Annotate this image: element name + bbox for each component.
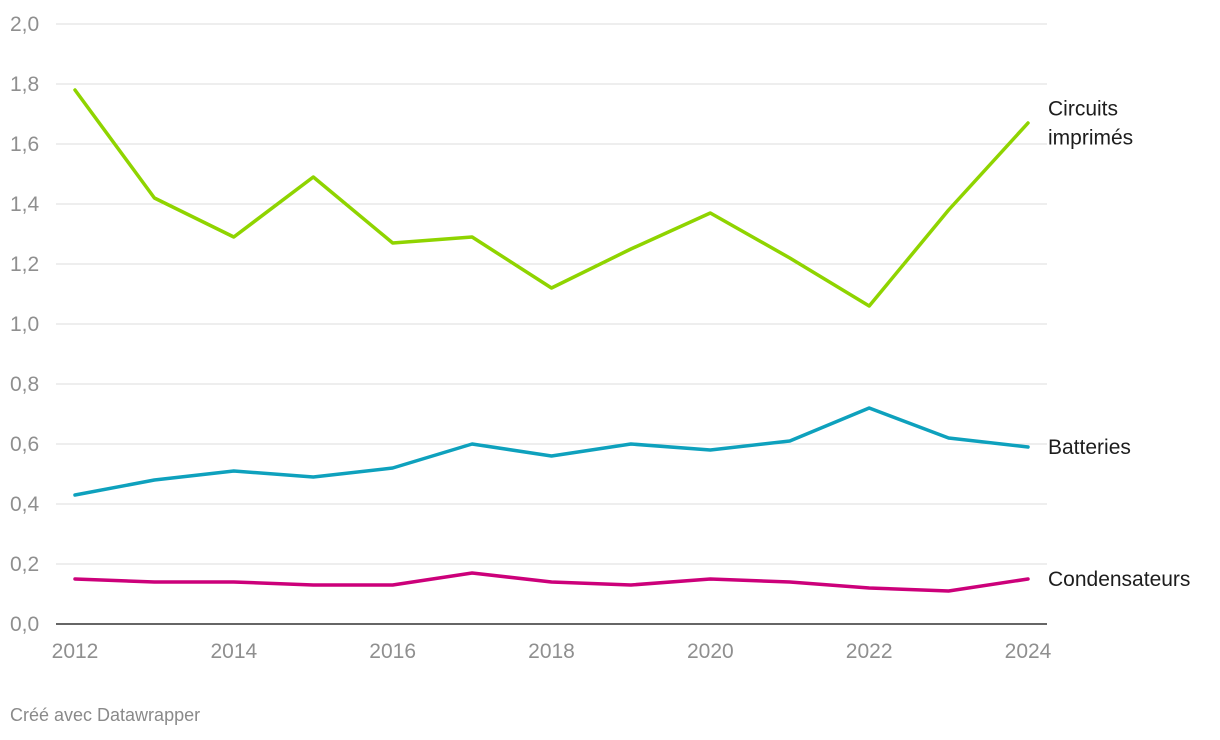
x-tick-label: 2022: [846, 640, 893, 663]
y-tick-label: 1,6: [10, 133, 39, 156]
line-chart: 0,00,20,40,60,81,01,21,41,61,82,0 2012 20…: [10, 13, 1190, 663]
series-line: [73, 88, 1030, 308]
series-label: Batteries: [1048, 436, 1131, 459]
x-tick-label: 2020: [687, 640, 734, 663]
x-tick-label: 2014: [210, 640, 257, 663]
gridlines: [56, 23, 1047, 625]
x-tick-label: 2012: [52, 640, 99, 663]
series-label: Circuits imprimés: [1048, 98, 1133, 150]
x-tick-label: 2016: [369, 640, 416, 663]
credit-text: Créé avec Datawrapper: [10, 705, 201, 725]
x-tick-label: 2018: [528, 640, 575, 663]
y-tick-label: 0,8: [10, 373, 39, 396]
series-labels: Circuits imprimés Batteries Condensateurs: [1048, 98, 1190, 592]
y-tick-label: 0,2: [10, 553, 39, 576]
series-lines: [73, 88, 1030, 593]
y-tick-label: 1,2: [10, 253, 39, 276]
y-tick-label: 1,4: [10, 193, 40, 216]
x-tick-label: 2024: [1005, 640, 1052, 663]
y-tick-label: 0,4: [10, 493, 40, 516]
series-line: [73, 406, 1030, 497]
y-axis-ticks: 0,0 0,2 0,4 0,6 0,8 1,0 1,2 1,4 1,6 1,8 2,0: [10, 13, 40, 636]
series-label: Condensateurs: [1048, 568, 1190, 591]
y-tick-label: 2,0: [10, 13, 39, 36]
series-line: [73, 571, 1030, 593]
x-axis-ticks: 2012 2014 2016 2018 2020 2022 2024: [52, 640, 1052, 663]
y-tick-label: 0,0: [10, 613, 39, 636]
y-tick-label: 1,0: [10, 313, 39, 336]
y-tick-label: 1,8: [10, 73, 39, 96]
y-tick-label: 0,6: [10, 433, 39, 456]
